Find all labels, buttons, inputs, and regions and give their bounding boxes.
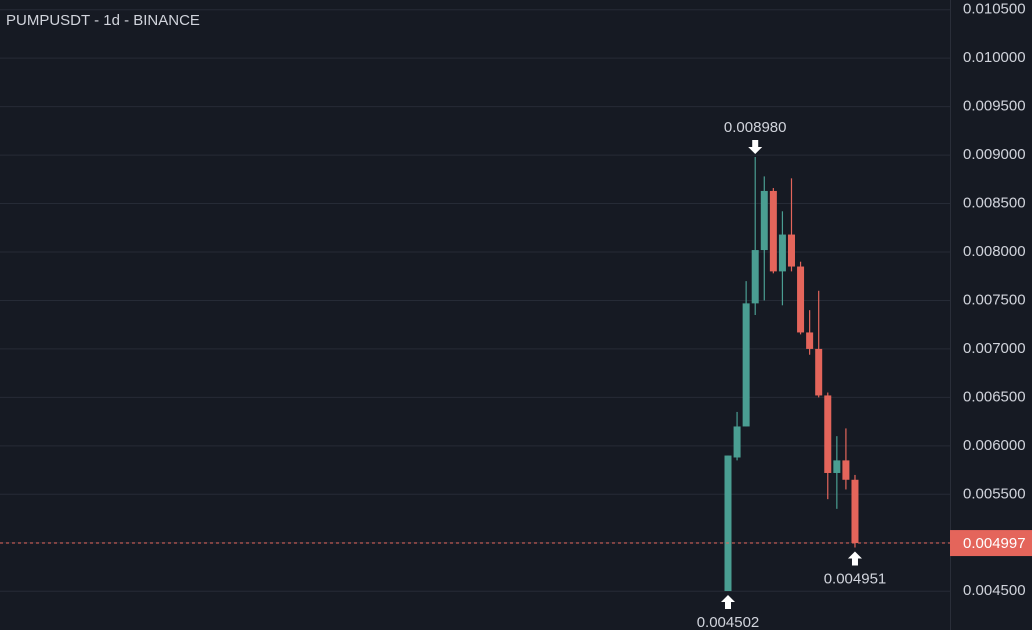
high-marker-label: 0.008980 — [724, 119, 787, 136]
candle-body — [769, 190, 777, 272]
candle-body — [733, 426, 741, 458]
candle-body — [787, 234, 795, 267]
y-tick-label: 0.009000 — [963, 146, 1026, 163]
chart-title: PUMPUSDT - 1d - BINANCE — [6, 12, 200, 29]
y-tick-label: 0.008000 — [963, 243, 1026, 260]
marker-arrow — [721, 595, 735, 610]
low-marker-label: 0.004502 — [697, 614, 760, 630]
y-tick-label: 0.009500 — [963, 98, 1026, 115]
candle-body — [806, 332, 814, 349]
y-tick-label: 0.005500 — [963, 485, 1026, 502]
candle-body — [824, 395, 832, 473]
candle-body — [815, 348, 823, 396]
candle-body — [833, 460, 841, 473]
candle-body — [760, 190, 768, 251]
candle-body — [797, 266, 805, 333]
marker-arrow — [847, 551, 862, 566]
last-price-label: 0.004997 — [963, 535, 1026, 552]
y-tick-label: 0.008500 — [963, 195, 1026, 212]
last-low-marker-label: 0.004951 — [824, 570, 887, 587]
last-price-box — [950, 530, 1032, 557]
y-tick-label: 0.007000 — [963, 340, 1026, 357]
marker-arrow — [748, 140, 763, 155]
y-tick-label: 0.006500 — [963, 388, 1026, 405]
candle-body — [742, 303, 750, 427]
y-tick-label: 0.004500 — [963, 582, 1026, 599]
candle-body — [778, 234, 786, 272]
candle-body — [751, 250, 759, 304]
y-tick-label: 0.007500 — [963, 291, 1026, 308]
y-tick-label: 0.010000 — [963, 49, 1026, 66]
candle-body — [851, 479, 859, 544]
candle-body — [724, 455, 732, 592]
y-tick-label: 0.010500 — [963, 1, 1026, 18]
candle-body — [842, 460, 850, 480]
y-tick-label: 0.006000 — [963, 437, 1026, 454]
